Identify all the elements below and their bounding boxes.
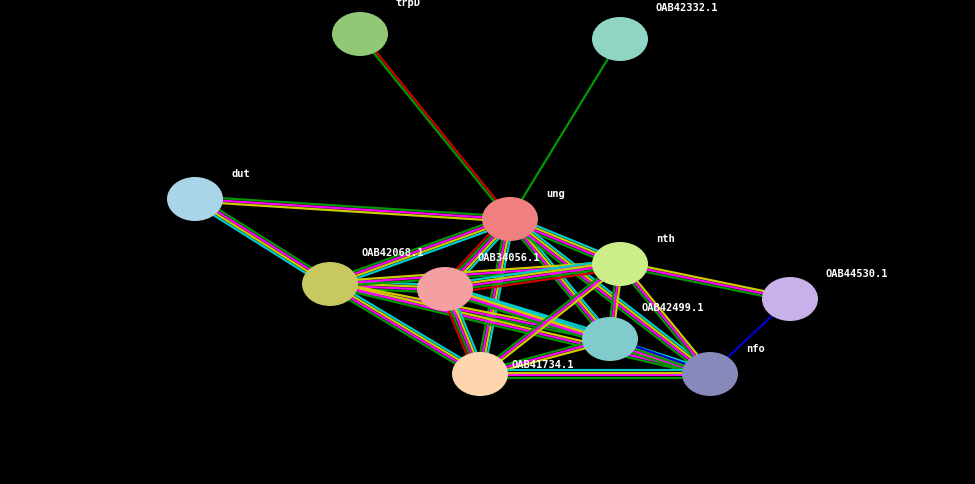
- Text: trpD: trpD: [396, 0, 421, 8]
- Ellipse shape: [417, 267, 473, 311]
- Ellipse shape: [332, 12, 388, 56]
- Text: nfo: nfo: [746, 344, 764, 354]
- Ellipse shape: [762, 277, 818, 321]
- Ellipse shape: [582, 317, 638, 361]
- Text: OAB42068.1: OAB42068.1: [362, 248, 424, 258]
- Text: dut: dut: [231, 169, 250, 179]
- Text: nth: nth: [656, 234, 675, 244]
- Ellipse shape: [482, 197, 538, 241]
- Text: OAB41734.1: OAB41734.1: [512, 360, 574, 370]
- Ellipse shape: [592, 242, 648, 286]
- Text: OAB42499.1: OAB42499.1: [642, 303, 705, 313]
- Text: OAB44530.1: OAB44530.1: [826, 269, 888, 279]
- Text: OAB34056.1: OAB34056.1: [477, 253, 539, 263]
- Text: OAB42332.1: OAB42332.1: [656, 3, 719, 13]
- Ellipse shape: [302, 262, 358, 306]
- Ellipse shape: [452, 352, 508, 396]
- Ellipse shape: [592, 17, 648, 61]
- Ellipse shape: [682, 352, 738, 396]
- Ellipse shape: [167, 177, 223, 221]
- Text: ung: ung: [546, 189, 565, 199]
